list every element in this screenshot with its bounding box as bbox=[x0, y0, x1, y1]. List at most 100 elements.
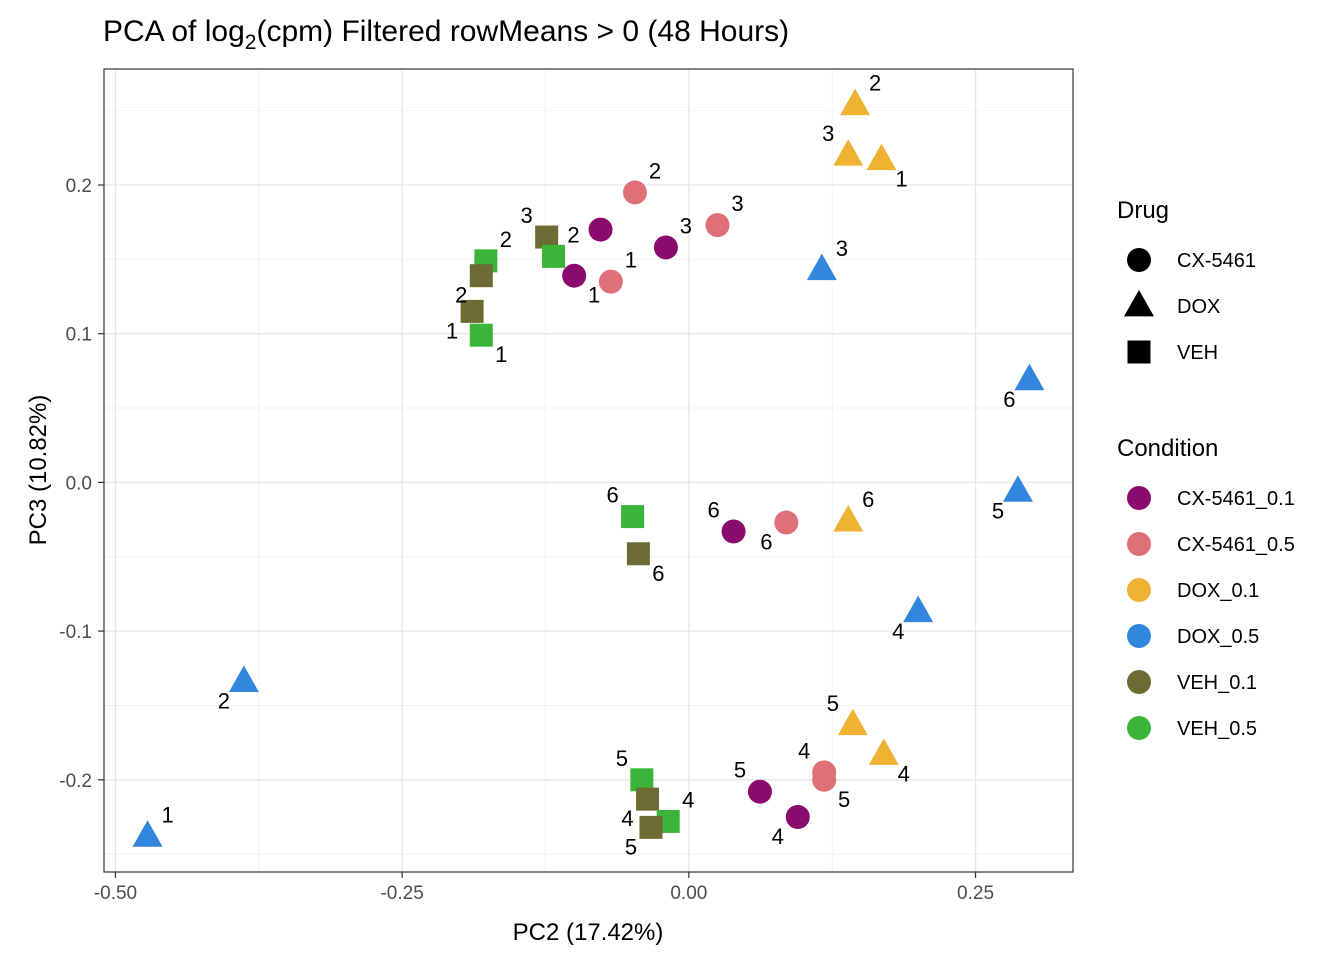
data-point-veh bbox=[636, 787, 660, 811]
point-label: 6 bbox=[862, 487, 874, 512]
data-point-cx-5461 bbox=[774, 510, 799, 535]
legend-drug: Drug CX-5461 DOX VEH bbox=[1117, 197, 1256, 364]
data-point-veh bbox=[621, 505, 645, 529]
point-label: 4 bbox=[892, 619, 904, 644]
data-point-cx-5461 bbox=[785, 804, 810, 829]
legend-condition: Condition CX-5461_0.1 CX-5461_0.5 DOX_0.1 D… bbox=[1117, 435, 1295, 740]
data-point-veh bbox=[542, 244, 566, 268]
point-label: 1 bbox=[895, 167, 907, 192]
point-label: 5 bbox=[734, 758, 746, 783]
data-point-dox bbox=[868, 738, 899, 765]
data-point-dox bbox=[833, 139, 864, 166]
x-tick-label: 0.00 bbox=[670, 883, 707, 904]
data-points bbox=[132, 88, 1045, 847]
point-label: 2 bbox=[218, 689, 230, 714]
data-point-dox bbox=[228, 665, 259, 693]
data-point-dox bbox=[903, 595, 934, 623]
x-tick-label: -0.25 bbox=[380, 883, 423, 904]
point-label: 3 bbox=[680, 213, 692, 238]
data-point-veh bbox=[639, 815, 663, 839]
point-label: 2 bbox=[500, 227, 512, 252]
data-point-cx-5461 bbox=[705, 213, 730, 238]
point-label: 6 bbox=[760, 530, 772, 555]
point-label: 5 bbox=[616, 746, 628, 771]
y-tick-label: -0.1 bbox=[59, 622, 92, 643]
data-point-cx-5461 bbox=[721, 519, 746, 544]
data-point-cx-5461 bbox=[622, 180, 647, 205]
data-point-dox bbox=[866, 143, 897, 171]
grid-minor-lines bbox=[104, 69, 1073, 872]
legend-drug-key-triangle bbox=[1124, 289, 1154, 317]
chart-title-text: PCA of log2(cpm) Filtered rowMeans > 0 (… bbox=[103, 15, 789, 54]
point-label: 4 bbox=[772, 824, 784, 849]
point-label: 1 bbox=[161, 802, 173, 827]
point-label: 2 bbox=[649, 158, 661, 183]
y-tick-label: 0.0 bbox=[66, 473, 92, 494]
data-point-cx-5461 bbox=[562, 263, 587, 288]
y-axis: -0.2 -0.1 0.0 0.1 0.2 bbox=[59, 176, 104, 792]
chart-title-suffix: (cpm) Filtered rowMeans > 0 (48 Hours) bbox=[256, 15, 789, 48]
legend-drug-title: Drug bbox=[1117, 197, 1169, 224]
point-label: 5 bbox=[992, 498, 1004, 523]
legend-condition-label: VEH_0.1 bbox=[1177, 672, 1257, 694]
point-label: 6 bbox=[707, 497, 719, 522]
data-point-veh bbox=[630, 768, 654, 792]
y-tick-label: -0.2 bbox=[59, 771, 92, 792]
point-label: 1 bbox=[495, 342, 507, 367]
point-label: 2 bbox=[455, 283, 467, 308]
data-point-dox bbox=[132, 820, 163, 847]
chart-title: PCA of log2(cpm) Filtered rowMeans > 0 (… bbox=[103, 15, 789, 54]
data-point-dox bbox=[837, 708, 868, 736]
legend-condition-label: CX-5461_0.5 bbox=[1177, 534, 1295, 556]
legend-condition-key bbox=[1127, 624, 1151, 648]
legend-condition-label: DOX_0.5 bbox=[1177, 626, 1259, 648]
point-label: 2 bbox=[567, 222, 579, 247]
legend-condition-key bbox=[1127, 716, 1151, 740]
point-label: 3 bbox=[731, 191, 743, 216]
legend-condition-title: Condition bbox=[1117, 435, 1218, 462]
legend-drug-key-square bbox=[1127, 340, 1151, 364]
data-point-dox bbox=[840, 88, 871, 116]
data-point-cx-5461 bbox=[588, 217, 613, 242]
point-label: 6 bbox=[1003, 387, 1015, 412]
data-point-dox bbox=[806, 253, 837, 281]
legend-drug-key-circle bbox=[1127, 248, 1151, 272]
chart-title-prefix: PCA of log bbox=[103, 15, 245, 48]
x-axis-title: PC2 (17.42%) bbox=[513, 919, 664, 946]
point-label: 1 bbox=[446, 318, 458, 343]
point-label: 3 bbox=[836, 236, 848, 261]
x-axis: -0.50 -0.25 0.00 0.25 bbox=[94, 872, 994, 904]
data-point-veh bbox=[469, 323, 493, 347]
point-label: 4 bbox=[682, 787, 694, 812]
point-label: 4 bbox=[798, 738, 810, 763]
point-label: 6 bbox=[652, 561, 664, 586]
grid-major-lines bbox=[104, 69, 1073, 872]
point-label: 5 bbox=[827, 691, 839, 716]
point-label: 1 bbox=[625, 248, 637, 273]
data-point-cx-5461 bbox=[812, 767, 837, 792]
point-label: 6 bbox=[607, 483, 619, 508]
legend-condition-key bbox=[1127, 670, 1151, 694]
legend-drug-label: VEH bbox=[1177, 342, 1218, 364]
data-point-veh bbox=[626, 542, 650, 566]
point-label: 4 bbox=[621, 806, 633, 831]
data-point-dox bbox=[1002, 475, 1033, 502]
plot-panel-border bbox=[103, 68, 1074, 873]
legend-condition-label: DOX_0.1 bbox=[1177, 580, 1259, 602]
data-point-veh bbox=[460, 299, 484, 323]
legend-condition-label: CX-5461_0.1 bbox=[1177, 488, 1295, 510]
point-label: 2 bbox=[869, 71, 881, 96]
legend-condition-key bbox=[1127, 532, 1151, 556]
legend-condition-key bbox=[1127, 578, 1151, 602]
point-label: 1 bbox=[588, 283, 600, 308]
data-point-veh bbox=[535, 225, 559, 249]
data-point-cx-5461 bbox=[653, 235, 678, 260]
chart-title-subscript: 2 bbox=[245, 31, 257, 54]
point-label: 4 bbox=[898, 762, 910, 787]
point-label: 3 bbox=[521, 203, 533, 228]
data-point-dox bbox=[1014, 363, 1045, 391]
point-label: 5 bbox=[625, 834, 637, 859]
data-point-cx-5461 bbox=[747, 779, 772, 804]
